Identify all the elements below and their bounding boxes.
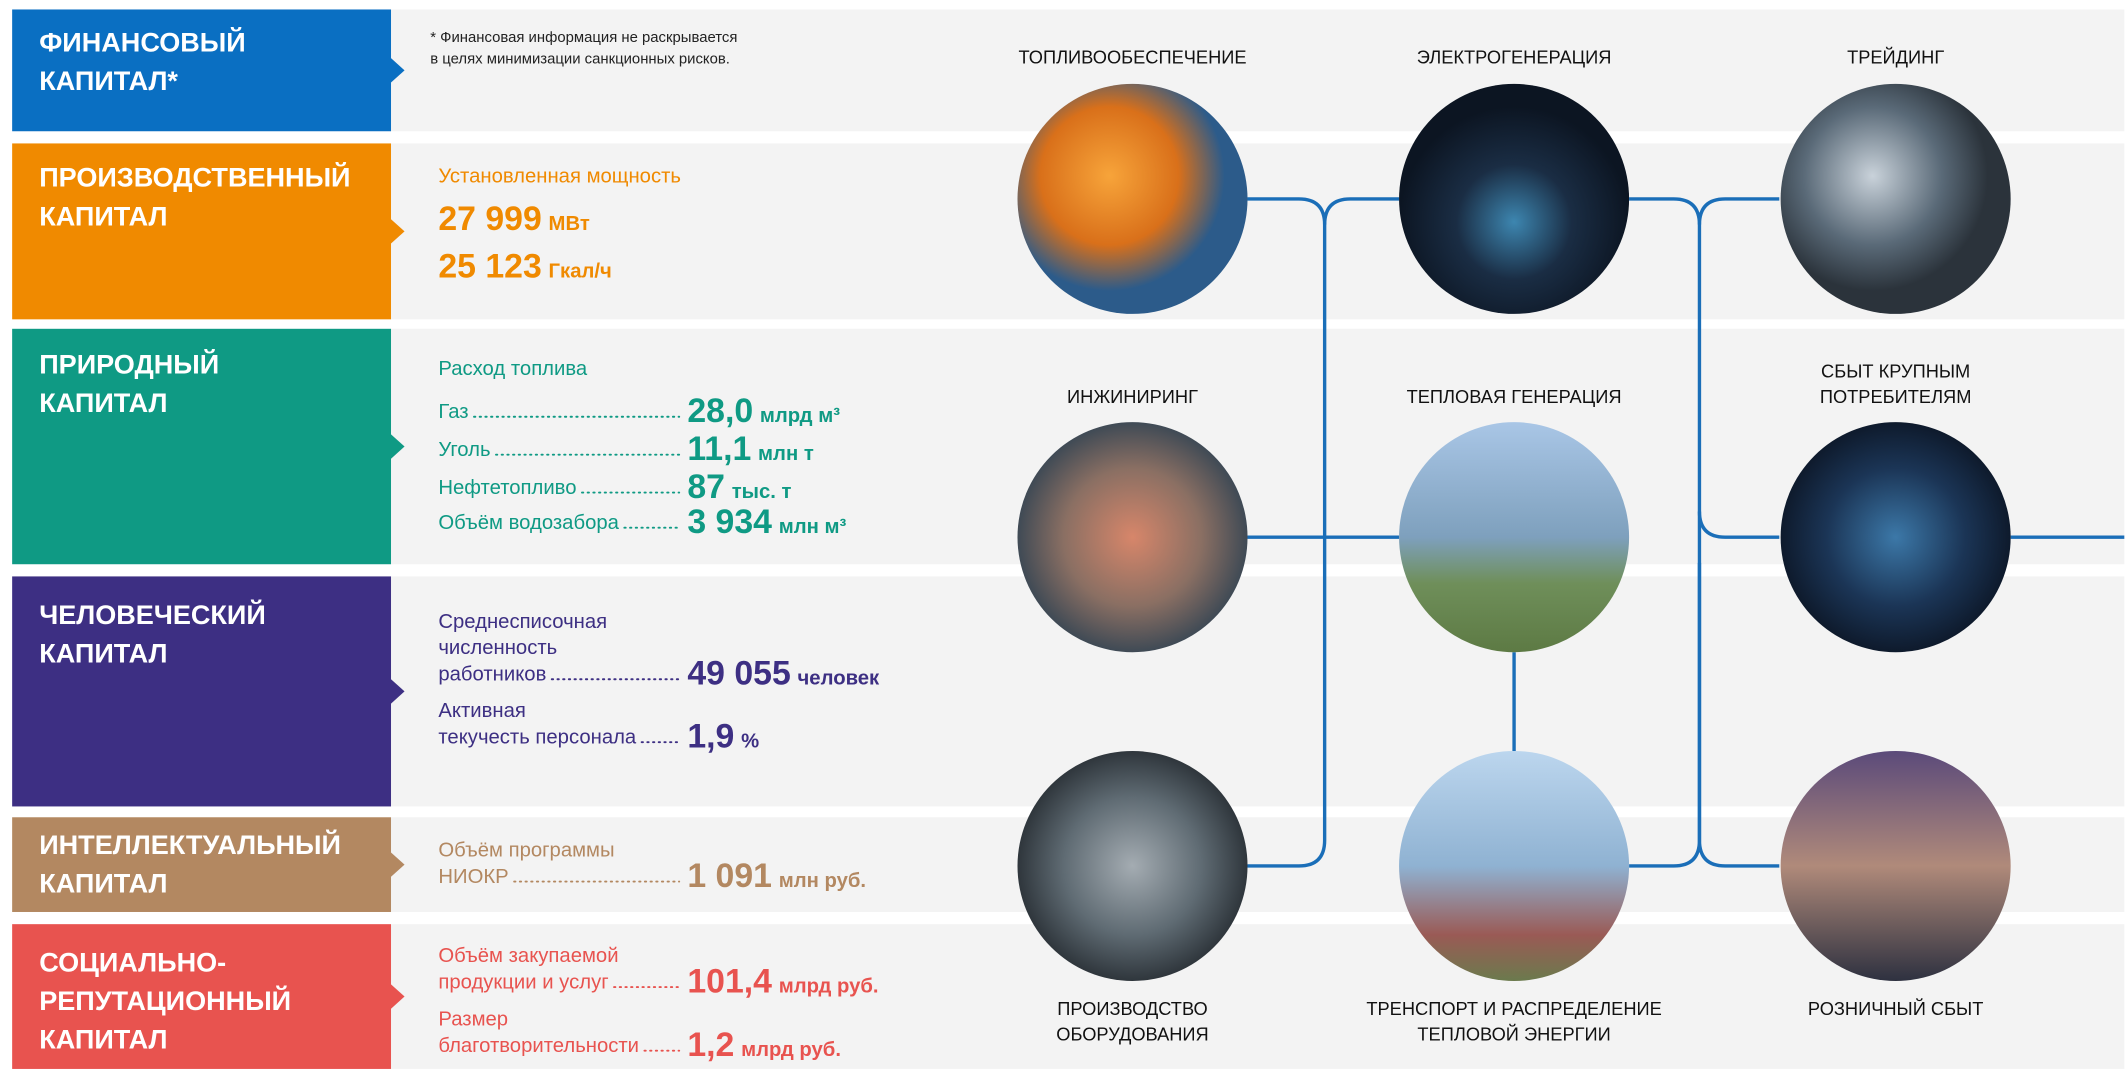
segment-image: [1781, 751, 2011, 981]
segment-image: [1017, 84, 1247, 314]
item-unit: млн м³: [779, 516, 847, 538]
item-value: 3 934: [687, 503, 772, 541]
item-value: 27 999: [438, 200, 541, 238]
item-label: Объём программы: [438, 840, 614, 862]
item-unit: тыс. т: [732, 481, 792, 503]
item-unit: %: [741, 731, 759, 753]
capital-name: КАПИТАЛ: [39, 388, 167, 418]
segment-label: ПОТРЕБИТЕЛЯМ: [1820, 386, 1972, 407]
item-label: текучесть персонала: [438, 727, 637, 749]
item-label: Активная: [438, 700, 525, 722]
capital-name: КАПИТАЛ: [39, 1025, 167, 1055]
item-unit: млрд м³: [760, 405, 840, 427]
infographic: * Финансовая информация не раскрывается в…: [0, 0, 2127, 1073]
segment-label: ТЕПЛОВОЙ ЭНЕРГИИ: [1417, 1024, 1610, 1045]
item-unit: млрд руб.: [779, 975, 879, 997]
item-value: 101,4: [687, 962, 772, 1000]
item-label: Газ: [438, 401, 468, 423]
segment-label: ОБОРУДОВАНИЯ: [1056, 1024, 1208, 1045]
segment-label: ЭЛЕКТРОГЕНЕРАЦИЯ: [1417, 47, 1612, 68]
item-unit: человек: [798, 668, 881, 690]
segment-label: ТОПЛИВООБЕСПЕЧЕНИЕ: [1018, 47, 1246, 68]
item-label: НИОКР: [438, 866, 508, 888]
item-value: 87: [687, 468, 725, 506]
item-unit: Гкал/ч: [549, 260, 612, 282]
capital-name: СОЦИАЛЬНО-: [39, 948, 226, 978]
item-value: 1,2: [687, 1026, 734, 1064]
item-label: продукции и услуг: [438, 971, 608, 993]
heading: Расход топлива: [438, 358, 588, 380]
segment-image: [1781, 422, 2011, 652]
item-label: Уголь: [438, 439, 490, 461]
item-unit: млн т: [758, 443, 814, 465]
item-label: работников: [438, 664, 546, 686]
capital-name: ЧЕЛОВЕЧЕСКИЙ: [39, 598, 266, 630]
segment-image: [1399, 751, 1629, 981]
item-value: 28,0: [687, 392, 753, 430]
segment-image: [1781, 84, 2011, 314]
item-unit: млн руб.: [779, 870, 866, 892]
capital-name: КАПИТАЛ: [39, 201, 167, 231]
item-label: Среднесписочная: [438, 611, 607, 633]
item-value: 11,1: [687, 430, 751, 468]
segment-label: ПРОИЗВОДСТВО: [1057, 998, 1207, 1019]
capital-name: КАПИТАЛ: [39, 868, 167, 898]
page: * Финансовая информация не раскрывается в…: [0, 0, 2127, 1073]
item-unit: МВт: [549, 213, 590, 235]
note: * Финансовая информация не раскрывается: [430, 30, 737, 46]
item-label: благотворительности: [438, 1035, 639, 1057]
item-value: 49 055: [687, 655, 790, 693]
item-label: Объём закупаемой: [438, 945, 618, 967]
segment-image: [1017, 751, 1247, 981]
segment-label: СБЫТ КРУПНЫМ: [1821, 361, 1970, 382]
segment-label: ТРЕНСПОРТ И РАСПРЕДЕЛЕНИЕ: [1366, 998, 1661, 1019]
segment-label: ИНЖИНИРИНГ: [1067, 386, 1198, 407]
segment-label: РОЗНИЧНЫЙ СБЫТ: [1808, 998, 1983, 1019]
note: в целях минимизации санкционных рисков.: [430, 52, 730, 68]
item-label: Нефтетопливо: [438, 477, 576, 499]
item-label: численность: [438, 637, 557, 659]
heading: Установленная мощность: [438, 166, 681, 188]
capital-name: ФИНАНСОВЫЙ: [39, 25, 245, 57]
item-label: Объём водозабора: [438, 512, 619, 534]
item-value: 1 091: [687, 857, 772, 895]
capital-name: РЕПУТАЦИОННЫЙ: [39, 984, 291, 1016]
capital-name: ИНТЕЛЛЕКТУАЛЬНЫЙ: [39, 828, 341, 860]
capital-name: КАПИТАЛ: [39, 638, 167, 668]
segment-image: [1399, 422, 1629, 652]
item-unit: млрд руб.: [741, 1039, 841, 1061]
segment-label: ТЕПЛОВАЯ ГЕНЕРАЦИЯ: [1407, 386, 1622, 407]
item-label: Размер: [438, 1009, 508, 1031]
capital-name: КАПИТАЛ*: [39, 66, 178, 96]
segment-image: [1017, 422, 1247, 652]
capital-name: ПРОИЗВОДСТВЕННЫЙ: [39, 161, 350, 193]
capital-name: ПРИРОДНЫЙ: [39, 347, 219, 379]
item-value: 1,9: [687, 718, 734, 756]
item-value: 25 123: [438, 247, 541, 285]
segment-label: ТРЕЙДИНГ: [1847, 47, 1944, 68]
segment-image: [1399, 84, 1629, 314]
